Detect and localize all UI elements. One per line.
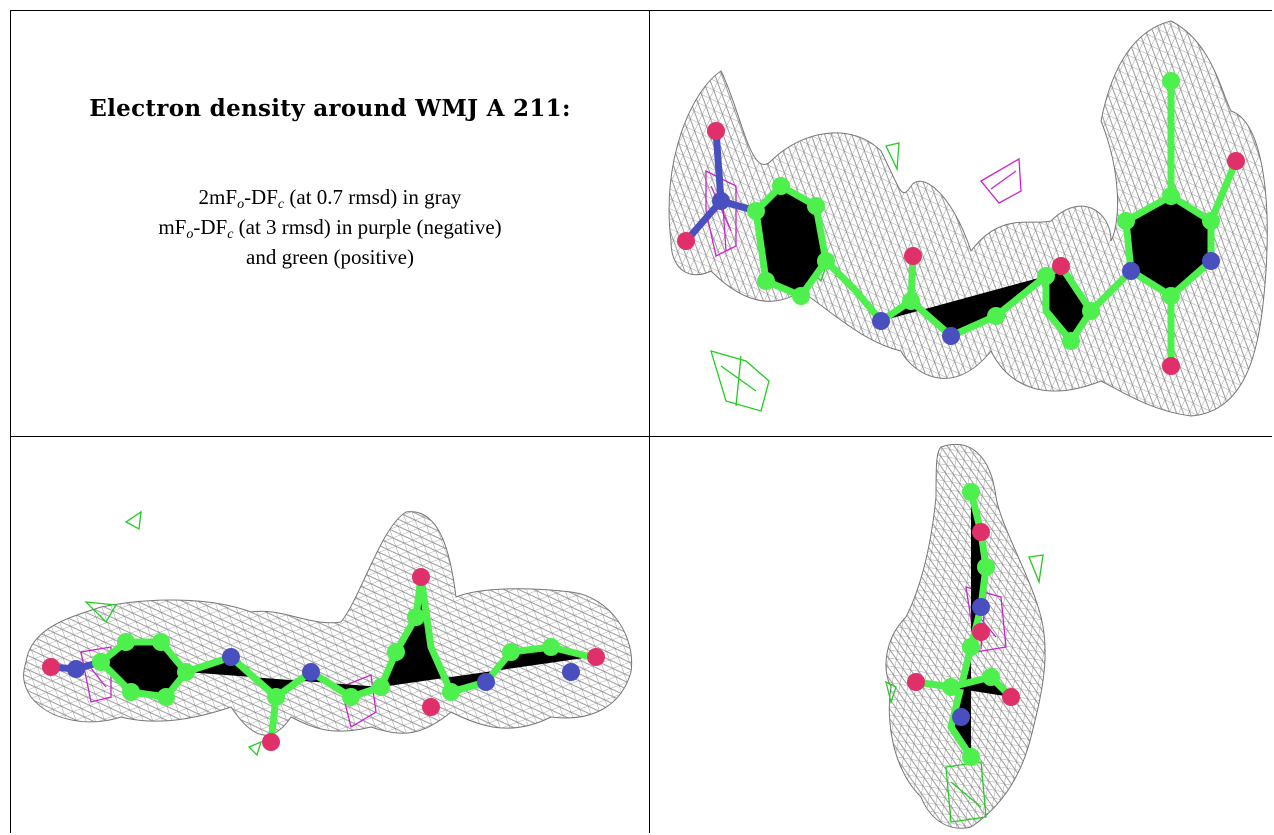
- positive-density-green: [84, 510, 263, 757]
- caption-cell: Electron density around WMJ A 211: 2mFo-…: [11, 11, 649, 435]
- table-divider-vertical: [649, 10, 650, 833]
- density-view-bottom-left: [11, 437, 649, 835]
- molecule-atoms: [907, 483, 1020, 766]
- gray-mesh: [668, 20, 1268, 417]
- table-border-left: [10, 10, 11, 833]
- legend-line-positive: and green (positive): [246, 245, 414, 269]
- density-render-2: [23, 510, 633, 757]
- gray-mesh: [885, 443, 1046, 829]
- density-view-top-right: [651, 11, 1273, 436]
- table-divider-horizontal: [10, 436, 1272, 437]
- legend-line-2fo: 2mFo-DFc (at 0.7 rmsd) in gray: [198, 185, 462, 212]
- density-render-3: [885, 443, 1046, 829]
- molecule-atoms: [42, 568, 605, 751]
- legend-line-fo: mFo-DFc (at 3 rmsd) in purple (negative): [158, 215, 502, 242]
- molecule-atoms: [677, 72, 1245, 375]
- figure-table: [10, 10, 1272, 833]
- density-render-1: [668, 20, 1268, 417]
- gray-mesh: [23, 511, 633, 736]
- caption-heading: Electron density around WMJ A 211:: [89, 95, 571, 122]
- density-view-bottom-right: [651, 437, 1273, 835]
- caption-legend: 2mFo-DFc (at 0.7 rmsd) in gray mFo-DFc (…: [158, 182, 501, 272]
- table-border-top: [10, 10, 1272, 11]
